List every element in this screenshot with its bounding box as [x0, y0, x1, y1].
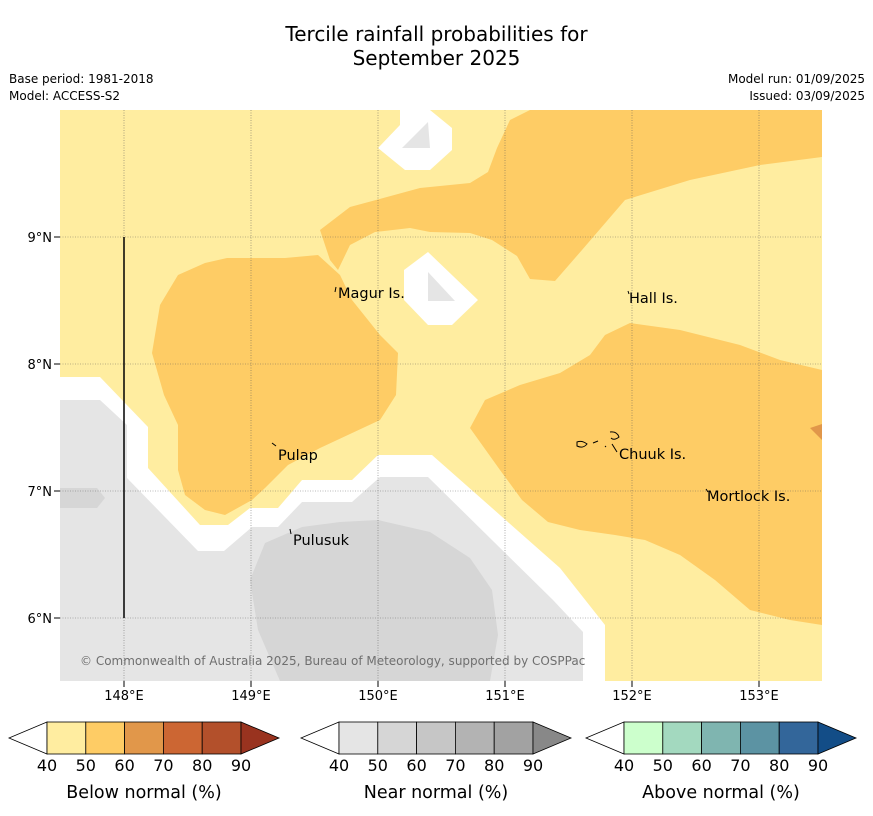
- colorbar-tick-label: 90: [231, 756, 251, 775]
- colorbar-near-normal: 40 50 60 70 80 90 Near normal (%): [299, 721, 573, 803]
- colorbar-segment: [454, 721, 495, 755]
- colorbar-segment: [85, 721, 126, 755]
- near-island-top: [402, 122, 430, 148]
- colorbars: 40 50 60 70 80 90 Below normal (%) 40 50 60 70 80 90…: [7, 721, 858, 803]
- colorbar-tick-label: 40: [37, 756, 57, 775]
- place-label-hall: Hall Is.: [629, 291, 678, 307]
- colorbar-segment: [46, 721, 87, 755]
- colorbar-tick-label: 60: [691, 756, 711, 775]
- place-label-magur: Magur Is.: [338, 286, 405, 302]
- colorbar-title: Near normal (%): [364, 783, 509, 803]
- model-run: Model run: 01/09/2025: [727, 72, 865, 86]
- place-label-mortlock: Mortlock Is.: [707, 489, 790, 505]
- colorbar-segment: [201, 721, 242, 755]
- colorbar-segment: [701, 721, 741, 755]
- x-tick-label: 152°E: [612, 689, 652, 704]
- y-tick-label: 9°N: [28, 231, 53, 246]
- colorbar-tick-label: 80: [192, 756, 212, 775]
- colorbar-tick-label: 50: [368, 756, 388, 775]
- colorbar-tick-label: 90: [808, 756, 828, 775]
- near-island-mid: [428, 272, 455, 301]
- x-tick-label: 153°E: [739, 689, 779, 704]
- meta-left: Base period: 1981-2018 Model: ACCESS-S2: [9, 71, 154, 105]
- place-label-pulusuk: Pulusuk: [293, 533, 350, 549]
- map-area: [60, 110, 822, 681]
- colorbar-tick-label: 80: [769, 756, 789, 775]
- x-axis: 148°E 149°E 150°E 151°E 152°E 153°E: [104, 681, 779, 704]
- title-line-1: Tercile rainfall probabilities for: [285, 22, 588, 46]
- colorbar-segment: [493, 721, 534, 755]
- region-below-50-60-west: [152, 255, 398, 515]
- base-period: Base period: 1981-2018: [9, 72, 154, 86]
- colorbar-tick-label: 60: [406, 756, 426, 775]
- colorbar-tick-label: 50: [653, 756, 673, 775]
- colorbar-tick-label: 40: [329, 756, 349, 775]
- colorbar-upper-extension: [817, 721, 858, 755]
- colorbar-segment: [740, 721, 780, 755]
- colorbar-tick-label: 90: [523, 756, 543, 775]
- colorbar-segment: [416, 721, 456, 755]
- colorbar-tick-label: 70: [730, 756, 750, 775]
- colorbar-segment: [162, 721, 203, 755]
- colorbar-above-normal: 40 50 60 70 80 90 Above normal (%): [584, 721, 858, 803]
- colorbar-segment: [377, 721, 417, 755]
- colorbar-segment: [623, 721, 664, 755]
- colorbar-segment: [778, 721, 819, 755]
- place-label-chuuk: Chuuk Is.: [619, 447, 686, 463]
- colorbar-tick-label: 60: [114, 756, 134, 775]
- x-tick-label: 149°E: [231, 689, 271, 704]
- colorbar-tick-label: 70: [153, 756, 173, 775]
- region-near-50-60: [250, 520, 498, 681]
- colorbar-segment: [124, 721, 164, 755]
- meta-right: Model run: 01/09/2025 Issued: 03/09/2025: [728, 71, 865, 105]
- colorbar-lower-extension: [299, 721, 340, 755]
- map-gridlines: [60, 110, 822, 681]
- colorbar-upper-extension: [240, 721, 281, 755]
- colorbar-tick-label: 50: [76, 756, 96, 775]
- y-axis: 9°N 8°N 7°N 6°N: [28, 231, 60, 627]
- colorbar-tick-label: 40: [614, 756, 634, 775]
- colorbar-title: Below normal (%): [66, 783, 221, 803]
- region-near-50-60-small: [60, 488, 105, 508]
- region-below-50-60-east: [470, 323, 822, 625]
- colorbar-segment: [338, 721, 379, 755]
- region-below-50-60-north: [320, 110, 822, 281]
- place-label-pulap: Pulap: [278, 448, 318, 464]
- colorbar-lower-extension: [584, 721, 625, 755]
- colorbar-tick-label: 70: [445, 756, 465, 775]
- y-tick-label: 8°N: [28, 358, 53, 373]
- title-line-2: September 2025: [352, 46, 521, 70]
- colorbar-upper-extension: [532, 721, 573, 755]
- colorbar-tick-label: 80: [484, 756, 504, 775]
- issued-date: Issued: 03/09/2025: [749, 89, 865, 103]
- colorbar-below-normal: 40 50 60 70 80 90 Below normal (%): [7, 721, 281, 803]
- region-below-60-70: [810, 424, 822, 440]
- colorbar-title: Above normal (%): [642, 783, 800, 803]
- colorbar-lower-extension: [7, 721, 48, 755]
- map-title: Tercile rainfall probabilities for Septe…: [0, 22, 873, 70]
- x-tick-label: 148°E: [104, 689, 144, 704]
- colorbar-segment: [662, 721, 702, 755]
- y-tick-label: 7°N: [28, 485, 53, 500]
- model-name: Model: ACCESS-S2: [9, 89, 121, 103]
- island-markers: [271, 286, 709, 535]
- x-tick-label: 150°E: [358, 689, 398, 704]
- y-tick-label: 6°N: [28, 612, 53, 627]
- copyright-notice: © Commonwealth of Australia 2025, Bureau…: [80, 654, 585, 668]
- x-tick-label: 151°E: [485, 689, 525, 704]
